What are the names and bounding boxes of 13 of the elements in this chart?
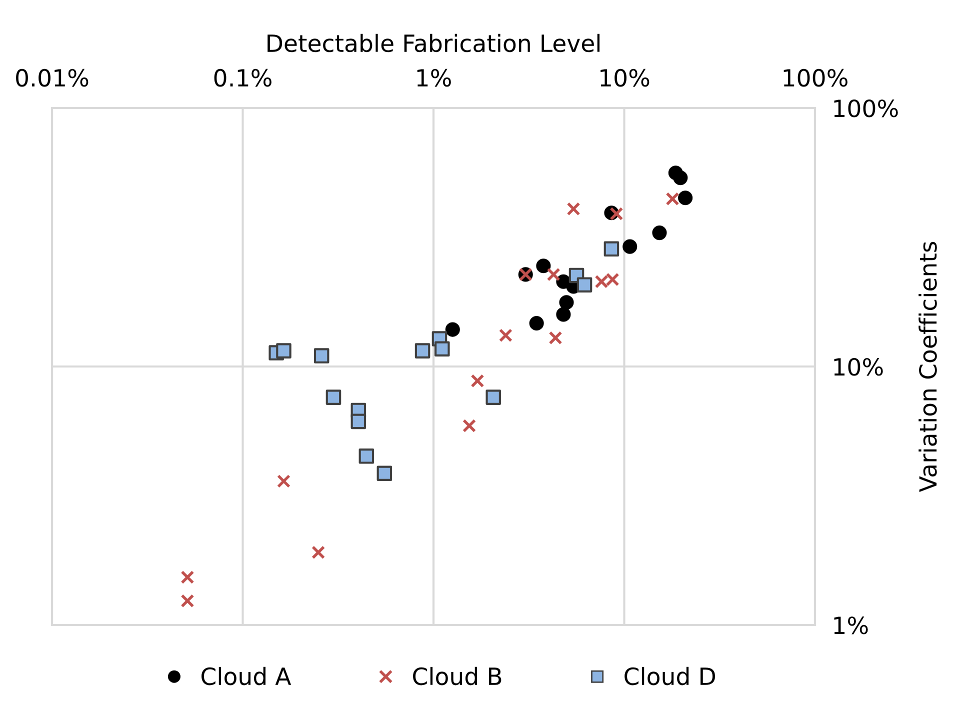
x-tick-label: 0.01% [16,68,88,87]
legend-label: Cloud D [624,666,716,686]
legend-label: Cloud B [413,666,502,686]
x-tick-label: 100% [784,68,848,87]
x-axis-title: Detectable Fabrication Level [268,34,600,52]
y-tick-label: 10% [834,358,883,376]
x-tick-label: 10% [600,68,650,87]
y-tick-label: 1% [834,616,868,634]
y-tick-label: 100% [834,99,898,118]
legend-label: Cloud A [202,666,292,686]
x-tick-label: 0.1% [214,68,272,87]
x-tick-label: 1% [417,68,451,87]
y-axis-title: Variation Coefficients [918,242,937,492]
